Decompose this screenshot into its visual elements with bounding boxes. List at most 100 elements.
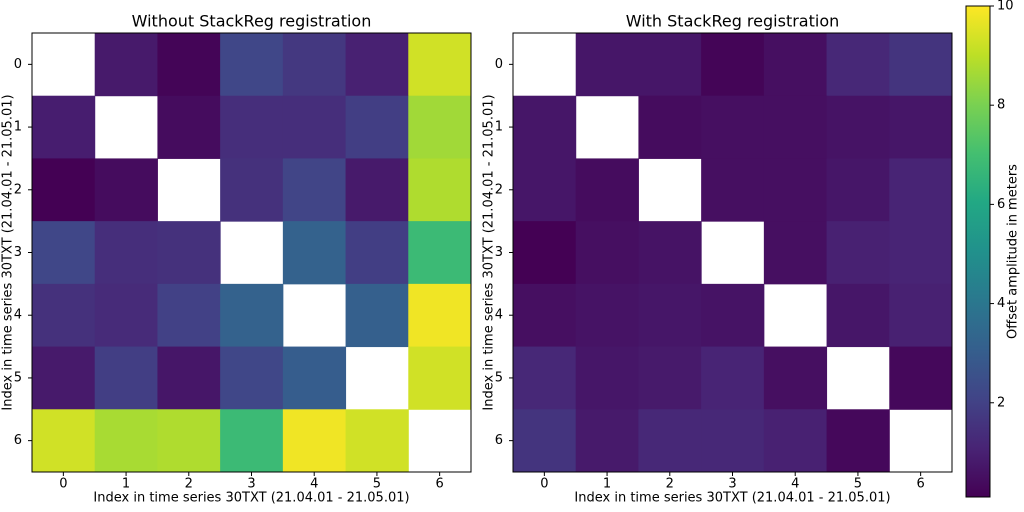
heatmap-cell [157, 283, 221, 348]
heatmap-cell [826, 33, 890, 97]
x-tick-label: 3 [728, 477, 736, 492]
x-tick-label: 1 [603, 477, 611, 492]
colorbar-tick-label: 6 [997, 197, 1005, 212]
heatmap-cell [94, 158, 158, 222]
x-tick-label: 0 [59, 477, 67, 492]
y-tick-label: 4 [495, 308, 503, 323]
x-axis-label: Index in time series 30TXT (21.04.01 - 2… [93, 491, 409, 506]
heatmap-cell [94, 221, 158, 285]
heatmap-cell [889, 33, 953, 97]
heatmap-cell [575, 158, 639, 222]
heatmap-cell [701, 409, 765, 473]
y-tick-label: 3 [495, 245, 503, 260]
y-tick-label: 1 [495, 120, 503, 135]
heatmap-cell [408, 221, 472, 285]
heatmap-cell [638, 409, 702, 473]
heatmap-cell [220, 346, 284, 410]
x-tick-label: 2 [185, 477, 193, 492]
x-tick-label: 4 [310, 477, 318, 492]
heatmap-cell [701, 346, 765, 410]
heatmap-cell [220, 283, 284, 348]
heatmap-cell [889, 158, 953, 222]
colorbar-tick-label: 10 [997, 0, 1014, 14]
heatmap-cell [94, 409, 158, 473]
heatmap-cell [408, 33, 472, 97]
heatmap-cell [513, 283, 577, 348]
heatmap-cell [220, 95, 284, 159]
heatmap-cell [408, 283, 472, 348]
heatmap-cell [763, 409, 828, 473]
heatmap-cell [282, 95, 347, 159]
heatmap-cell [638, 346, 702, 410]
heatmap-cell [32, 346, 96, 410]
heatmap-cell [94, 33, 158, 97]
heatmap-cell [826, 221, 890, 285]
x-tick-label: 5 [373, 477, 381, 492]
y-tick-label: 6 [14, 433, 22, 448]
heatmap-cell [32, 95, 96, 159]
heatmap-cell [32, 158, 96, 222]
heatmap-cell [513, 95, 577, 159]
heatmap-cell [826, 283, 890, 348]
heatmap-cell [575, 283, 639, 348]
heatmap-cell [889, 221, 953, 285]
heatmap-cell [157, 33, 221, 97]
heatmap-cell [638, 283, 702, 348]
heatmap-cell [32, 283, 96, 348]
x-tick-label: 5 [854, 477, 862, 492]
chart-title: With StackReg registration [626, 12, 840, 31]
y-tick-label: 4 [14, 308, 22, 323]
heatmap-cell [701, 158, 765, 222]
x-tick-label: 0 [540, 477, 548, 492]
heatmap-cell [513, 346, 577, 410]
heatmap-cell [763, 158, 828, 222]
heatmap-cell [408, 158, 472, 222]
heatmap-cell [282, 158, 347, 222]
heatmap-cell [94, 346, 158, 410]
heatmap-cell [889, 283, 953, 348]
heatmap-cell [638, 221, 702, 285]
heatmap-cell [282, 409, 347, 473]
heatmap-cell [763, 33, 828, 97]
y-tick-label: 2 [495, 182, 503, 197]
heatmap-cell [94, 283, 158, 348]
heatmap-cell [345, 95, 409, 159]
heatmap-cell [345, 221, 409, 285]
y-tick-label: 3 [14, 245, 22, 260]
heatmap-cell [889, 346, 953, 410]
colorbar-tick-label: 8 [997, 98, 1005, 113]
chart-title: Without StackReg registration [132, 12, 372, 31]
heatmap-cell [575, 221, 639, 285]
heatmap-cell [638, 95, 702, 159]
x-tick-label: 6 [917, 477, 925, 492]
heatmap-cell [763, 346, 828, 410]
y-tick-label: 1 [14, 120, 22, 135]
heatmap-cell [157, 346, 221, 410]
heatmap-cell [220, 33, 284, 97]
heatmap-cell [220, 409, 284, 473]
heatmap-cell [408, 346, 472, 410]
x-tick-label: 4 [791, 477, 799, 492]
heatmap-cell [513, 409, 577, 473]
heatmap-cell [889, 95, 953, 159]
heatmap-cell [282, 346, 347, 410]
heatmap-cell [763, 95, 828, 159]
heatmap-cell [32, 221, 96, 285]
heatmap-cell [345, 409, 409, 473]
x-tick-label: 2 [666, 477, 674, 492]
heatmap-cell [638, 33, 702, 97]
heatmap-cell [513, 221, 577, 285]
y-axis-label: Index in time series 30TXT (21.04.01 - 2… [482, 94, 497, 410]
heatmap-cell [826, 95, 890, 159]
y-tick-label: 0 [14, 57, 22, 72]
heatmap-cell [763, 221, 828, 285]
y-tick-label: 5 [14, 370, 22, 385]
heatmap-cell [345, 33, 409, 97]
heatmap-cell [282, 221, 347, 285]
colorbar [965, 5, 991, 498]
heatmap-cell [157, 95, 221, 159]
heatmap-cell [345, 283, 409, 348]
heatmap-cell [575, 346, 639, 410]
heatmap-cell [32, 409, 96, 473]
